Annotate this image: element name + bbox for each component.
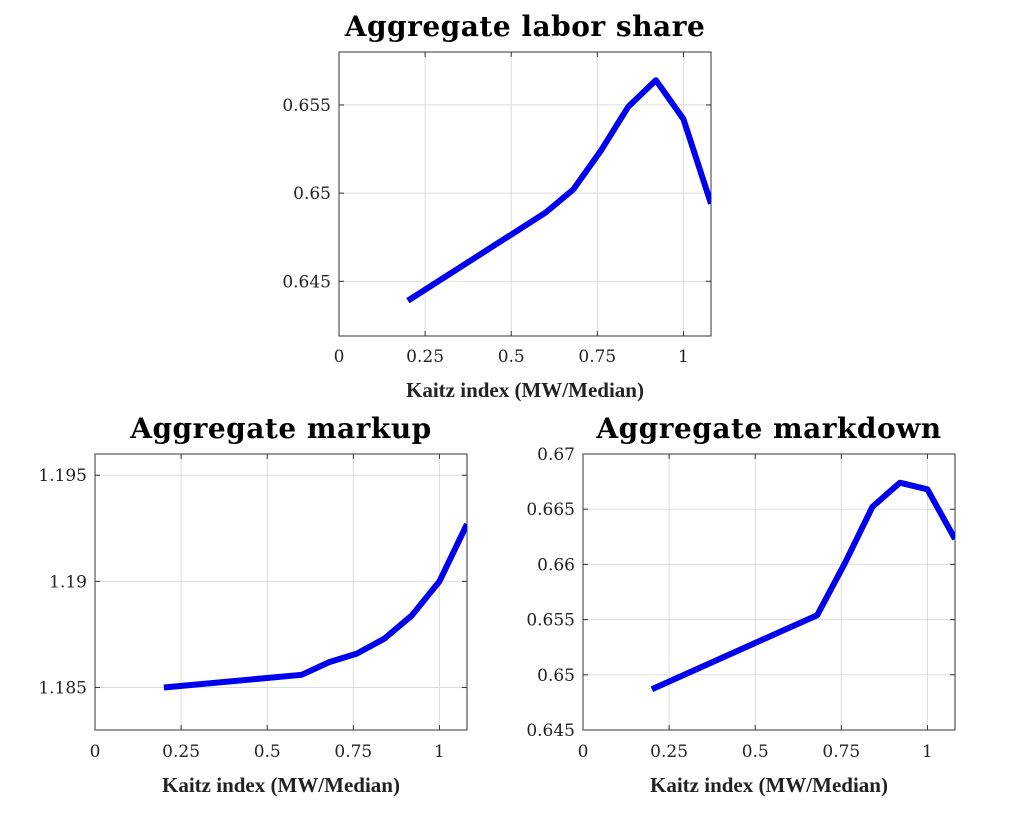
plot-frame [338, 51, 712, 337]
series-line [650, 479, 955, 692]
x-tick-label: 0.25 [162, 742, 200, 762]
x-tick-label: 0.75 [822, 742, 860, 762]
y-tick-label: 0.665 [526, 500, 575, 520]
chart-title: Aggregate labor share [344, 10, 706, 43]
plot-frame [94, 453, 468, 731]
x-tick-label: 0.5 [498, 347, 525, 367]
y-tick-label: 0.645 [526, 721, 575, 741]
plot-frame [582, 453, 956, 731]
y-tick-label: 0.65 [537, 666, 575, 686]
x-tick-label: 0 [578, 742, 589, 762]
y-tick-label: 0.67 [537, 445, 575, 465]
series-line [163, 522, 467, 691]
x-tick-label: 0.5 [742, 742, 769, 762]
chart-title: Aggregate markdown [595, 412, 941, 445]
x-axis-label: Kaitz index (MW/Median) [650, 773, 888, 797]
y-tick-label: 0.655 [282, 96, 331, 116]
x-tick-label: 0.25 [406, 347, 444, 367]
x-tick-label: 0.5 [254, 742, 281, 762]
x-tick-label: 0.25 [650, 742, 688, 762]
x-tick-label: 1 [678, 347, 689, 367]
y-tick-label: 0.65 [293, 184, 331, 204]
chart-title: Aggregate markup [129, 412, 432, 445]
y-tick-label: 0.66 [537, 555, 575, 575]
x-axis-label: Kaitz index (MW/Median) [162, 773, 400, 797]
x-tick-label: 1 [434, 742, 445, 762]
chart-panel-markup: 0 0.25 0.5 0.75 1 1.185 1.19 1.195 Aggregate mar… [38, 412, 468, 797]
x-tick-label: 0.75 [334, 742, 372, 762]
y-tick-label: 1.185 [38, 679, 87, 699]
chart-panel-markdown: 0 0.25 0.5 0.75 1 0.645 0.65 0.655 0.66 0.665 0.67… [526, 412, 956, 797]
series-line [406, 77, 711, 304]
x-tick-label: 0 [334, 347, 345, 367]
chart-panel-labor-share: 0 0.25 0.5 0.75 1 0.645 0.65 0.655 Aggregate lab… [282, 10, 712, 402]
y-tick-label: 1.19 [49, 572, 87, 592]
x-axis-label: Kaitz index (MW/Median) [406, 378, 644, 402]
x-tick-label: 0.75 [578, 347, 616, 367]
y-tick-label: 0.645 [282, 272, 331, 292]
y-tick-label: 0.655 [526, 611, 575, 631]
y-tick-label: 1.195 [38, 466, 87, 486]
x-tick-label: 1 [922, 742, 933, 762]
x-tick-label: 0 [90, 742, 101, 762]
